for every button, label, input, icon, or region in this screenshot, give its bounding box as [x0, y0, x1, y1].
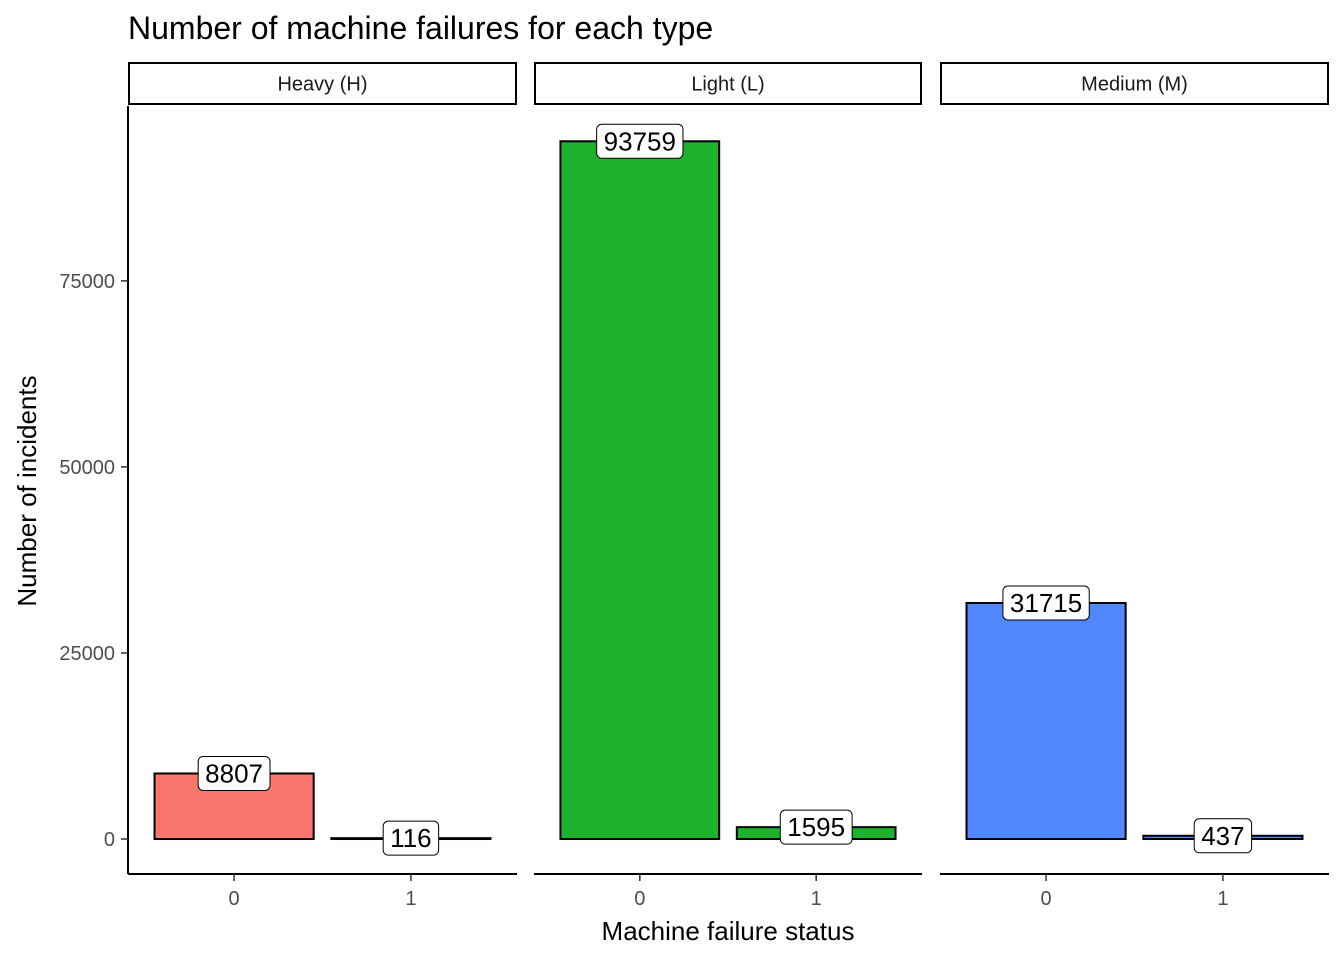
y-tick-label: 0: [104, 829, 115, 851]
facet-strip: [534, 62, 922, 105]
x-tick-label: 0: [229, 888, 240, 910]
data-label-box: [382, 820, 440, 856]
x-tick-label: 0: [1041, 888, 1052, 910]
x-tick-label: 1: [1217, 888, 1228, 910]
x-axis-title: Machine failure status: [602, 916, 855, 946]
data-label-box: [197, 755, 271, 791]
facet-panel: Light (L) 0 93759 1 1595: [534, 62, 922, 910]
data-label-box: [779, 809, 853, 845]
x-tick-label: 0: [634, 888, 645, 910]
bar: [965, 602, 1127, 841]
data-label: 31715: [1010, 588, 1082, 618]
facet-panel: Heavy (H) 0 8807 1 116: [128, 62, 517, 910]
facet-strip: [128, 62, 517, 105]
facet-panel: Medium (M) 0 31715 1 437: [940, 62, 1329, 910]
data-label: 93759: [604, 126, 676, 156]
y-tick-label: 75000: [59, 271, 115, 293]
y-tick-label: 50000: [59, 457, 115, 479]
data-label-box: [1193, 818, 1253, 854]
data-label: 437: [1201, 821, 1244, 851]
x-tick-label: 1: [405, 888, 416, 910]
data-label-box: [1002, 585, 1090, 621]
data-label: 116: [390, 823, 431, 853]
y-tick-label: 25000: [59, 643, 115, 665]
data-label: 8807: [205, 758, 263, 788]
facet-panels: Heavy (H) 0 8807 1 116 Light (L) 0 93759 1 1595 Me…: [128, 62, 1329, 910]
facet-strip-label: Heavy (H): [277, 74, 367, 96]
data-label: 1595: [787, 812, 845, 842]
y-axis-title: Number of incidents: [12, 375, 42, 606]
facet-strip-label: Light (L): [691, 74, 764, 96]
bar: [559, 140, 721, 841]
facet-strip-label: Medium (M): [1081, 74, 1188, 96]
x-tick-label: 1: [811, 888, 822, 910]
y-axis: 0 25000 50000 75000: [59, 106, 129, 874]
facet-strip: [940, 62, 1329, 105]
data-label-box: [596, 123, 684, 159]
chart-title: Number of machine failures for each type: [128, 10, 713, 46]
